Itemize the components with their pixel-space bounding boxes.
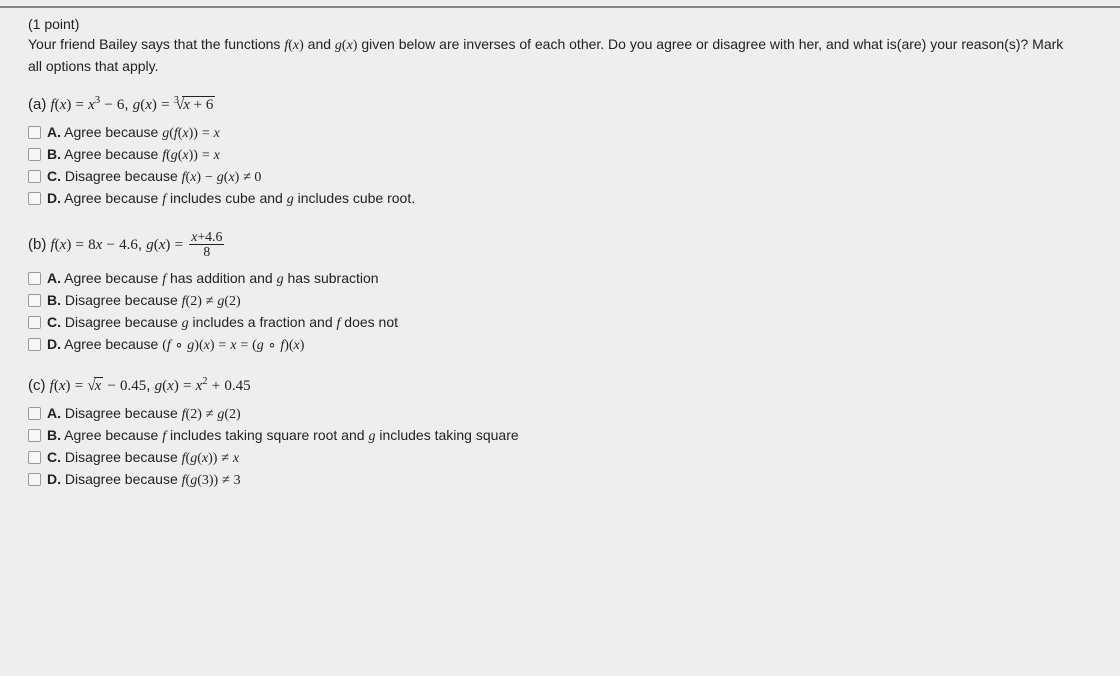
option-row[interactable]: D. Agree because f includes cube and g i… xyxy=(28,190,1092,208)
option-row[interactable]: C. Disagree because g includes a fractio… xyxy=(28,314,1092,332)
option-checkbox[interactable] xyxy=(28,316,41,329)
option-checkbox[interactable] xyxy=(28,338,41,351)
option-row[interactable]: D. Agree because (f ∘ g)(x) = x = (g ∘ f… xyxy=(28,336,1092,354)
option-text: A. Disagree because f(2) ≠ g(2) xyxy=(47,405,241,423)
subpart: (a) f(x) = x3 − 6, g(x) = 3√x + 6 A. Agre… xyxy=(28,95,1092,208)
option-text: A. Agree because g(f(x)) = x xyxy=(47,124,220,142)
option-checkbox[interactable] xyxy=(28,272,41,285)
option-text: D. Disagree because f(g(3)) ≠ 3 xyxy=(47,471,241,489)
option-text: C. Disagree because f(g(x)) ≠ x xyxy=(47,449,239,467)
option-row[interactable]: B. Agree because f includes taking squar… xyxy=(28,427,1092,445)
option-row[interactable]: C. Disagree because f(x) − g(x) ≠ 0 xyxy=(28,168,1092,186)
option-row[interactable]: C. Disagree because f(g(x)) ≠ x xyxy=(28,449,1092,467)
option-checkbox[interactable] xyxy=(28,429,41,442)
option-text: C. Disagree because f(x) − g(x) ≠ 0 xyxy=(47,168,261,186)
option-row[interactable]: A. Agree because g(f(x)) = x xyxy=(28,124,1092,142)
subpart-label: (b) f(x) = 8x − 4.6, g(x) = x+4.68 xyxy=(28,230,1092,260)
option-checkbox[interactable] xyxy=(28,451,41,464)
option-text: D. Agree because f includes cube and g i… xyxy=(47,190,415,208)
option-text: A. Agree because f has addition and g ha… xyxy=(47,270,379,288)
option-checkbox[interactable] xyxy=(28,294,41,307)
option-row[interactable]: B. Agree because f(g(x)) = x xyxy=(28,146,1092,164)
option-text: D. Agree because (f ∘ g)(x) = x = (g ∘ f… xyxy=(47,336,304,354)
option-row[interactable]: A. Disagree because f(2) ≠ g(2) xyxy=(28,405,1092,423)
option-checkbox[interactable] xyxy=(28,473,41,486)
option-text: B. Agree because f includes taking squar… xyxy=(47,427,519,445)
subpart: (b) f(x) = 8x − 4.6, g(x) = x+4.68 A. Agr… xyxy=(28,230,1092,354)
option-row[interactable]: D. Disagree because f(g(3)) ≠ 3 xyxy=(28,471,1092,489)
option-checkbox[interactable] xyxy=(28,126,41,139)
option-row[interactable]: B. Disagree because f(2) ≠ g(2) xyxy=(28,292,1092,310)
question-prompt: Your friend Bailey says that the functio… xyxy=(28,34,1078,77)
subpart: (c) f(x) = √x − 0.45, g(x) = x2 + 0.45 A.… xyxy=(28,376,1092,489)
option-checkbox[interactable] xyxy=(28,407,41,420)
question-body: (1 point) Your friend Bailey says that t… xyxy=(0,8,1120,531)
options-group: A. Agree because f has addition and g ha… xyxy=(28,270,1092,354)
option-text: B. Disagree because f(2) ≠ g(2) xyxy=(47,292,241,310)
option-text: C. Disagree because g includes a fractio… xyxy=(47,314,398,332)
option-checkbox[interactable] xyxy=(28,192,41,205)
option-checkbox[interactable] xyxy=(28,148,41,161)
subpart-label: (a) f(x) = x3 − 6, g(x) = 3√x + 6 xyxy=(28,95,1092,114)
option-row[interactable]: A. Agree because f has addition and g ha… xyxy=(28,270,1092,288)
subpart-label: (c) f(x) = √x − 0.45, g(x) = x2 + 0.45 xyxy=(28,376,1092,395)
option-checkbox[interactable] xyxy=(28,170,41,183)
points-label: (1 point) xyxy=(28,16,1092,32)
options-group: A. Agree because g(f(x)) = x B. Agree bec… xyxy=(28,124,1092,208)
option-text: B. Agree because f(g(x)) = x xyxy=(47,146,220,164)
options-group: A. Disagree because f(2) ≠ g(2) B. Agree … xyxy=(28,405,1092,489)
